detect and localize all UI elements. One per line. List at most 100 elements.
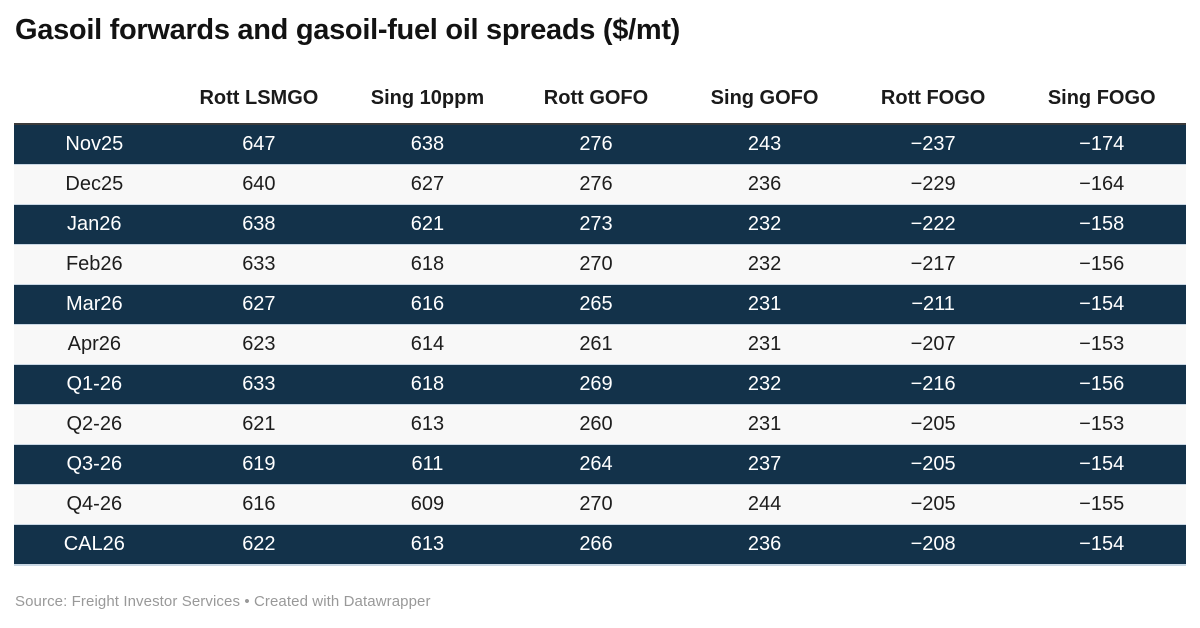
table-cell: −205 [910, 453, 956, 475]
table-cell: 270 [579, 493, 613, 515]
table-row: Q3-26 619 611 264 237 −205 −154 [14, 444, 1186, 485]
header-row: Rott LSMGO Sing 10ppm Rott GOFO Sing GOFO Ro… [14, 48, 1186, 124]
table-cell: 264 [579, 453, 613, 475]
table-cell: 269 [579, 373, 613, 395]
table-cell: −205 [910, 413, 956, 435]
table-cell: −211 [911, 293, 955, 315]
row-label: Q3-26 [66, 453, 123, 475]
table-cell: 640 [242, 173, 276, 195]
table-header: Rott LSMGO Sing 10ppm Rott GOFO Sing GOFO Ro… [14, 48, 1186, 124]
table-cell: 276 [579, 173, 613, 195]
table-cell: 231 [747, 413, 782, 435]
table-cell: 613 [410, 533, 445, 555]
table-cell: 231 [747, 333, 782, 355]
row-label: Apr26 [67, 333, 121, 355]
table-cell: −154 [1079, 453, 1125, 475]
table-cell: −164 [1079, 173, 1125, 195]
table-cell: 616 [242, 493, 276, 515]
table-row: Jan26 638 621 273 232 −222 −158 [14, 204, 1186, 245]
table-cell: −208 [910, 533, 956, 555]
table-cell: 261 [579, 333, 613, 355]
table-cell: −154 [1079, 533, 1125, 555]
table-cell: 232 [747, 373, 782, 395]
row-label: Jan26 [67, 213, 122, 235]
table-cell: 618 [410, 253, 445, 275]
table-cell: 265 [579, 293, 613, 315]
table-cell: −216 [910, 373, 956, 395]
row-label: Q1-26 [66, 373, 123, 395]
table-cell: 270 [579, 253, 613, 275]
table-cell: 266 [579, 533, 613, 555]
table-cell: −155 [1079, 493, 1125, 515]
table-cell: 616 [410, 293, 445, 315]
column-header: Rott FOGO [880, 87, 986, 109]
table-cell: 232 [747, 253, 782, 275]
forwards-table: Rott LSMGO Sing 10ppm Rott GOFO Sing GOFO Ro… [14, 48, 1186, 566]
column-header: Sing FOGO [1047, 87, 1156, 109]
table-cell: 622 [242, 533, 276, 555]
table-cell: 613 [410, 413, 445, 435]
row-label: Q4-26 [66, 493, 123, 515]
table-row: Mar26 627 616 265 231 −211 −154 [14, 284, 1186, 325]
table-cell: −153 [1079, 333, 1125, 355]
table-cell: −153 [1079, 413, 1125, 435]
table-cell: −207 [910, 333, 956, 355]
table-cell: −156 [1079, 253, 1125, 275]
row-label: Nov25 [65, 133, 124, 155]
table-cell: 260 [579, 413, 613, 435]
table-cell: 273 [579, 213, 613, 235]
table-cell: −237 [910, 133, 956, 155]
table-row: Dec25 640 627 276 236 −229 −164 [14, 164, 1186, 205]
table-cell: 627 [410, 173, 445, 195]
row-label: CAL26 [63, 533, 125, 555]
row-label: Mar26 [65, 293, 123, 315]
source-attribution: Source: Freight Investor Services • Crea… [15, 593, 431, 610]
table-cell: 621 [242, 413, 276, 435]
table-row: CAL26 622 613 266 236 −208 −154 [14, 524, 1186, 565]
table-cell: 237 [747, 453, 782, 475]
column-header: Sing 10ppm [370, 87, 485, 109]
table-cell: 647 [242, 133, 276, 155]
table-cell: 231 [747, 293, 782, 315]
table-row: Apr26 623 614 261 231 −207 −153 [14, 324, 1186, 365]
table-cell: 611 [411, 453, 444, 475]
table-cell: 638 [410, 133, 445, 155]
table-row: Q2-26 621 613 260 231 −205 −153 [14, 404, 1186, 445]
table-cell: 609 [410, 493, 445, 515]
table-cell: −156 [1079, 373, 1125, 395]
table-cell: 244 [747, 493, 782, 515]
table-cell: −229 [910, 173, 956, 195]
table-cell: −174 [1079, 133, 1125, 155]
table-body: Nov25 647 638 276 243 −237 −174 Dec25 640 627 276 2… [14, 124, 1186, 565]
table-cell: −217 [910, 253, 956, 275]
column-header: Rott LSMGO [199, 87, 319, 109]
table-row: Feb26 633 618 270 232 −217 −156 [14, 244, 1186, 285]
table-cell: 633 [242, 253, 276, 275]
table-cell: −154 [1079, 293, 1125, 315]
table-row: Q1-26 633 618 269 232 −216 −156 [14, 364, 1186, 405]
table-cell: 633 [242, 373, 276, 395]
table-cell: 243 [747, 133, 782, 155]
table-cell: 236 [747, 533, 782, 555]
table-cell: −205 [910, 493, 956, 515]
row-label: Dec25 [65, 173, 124, 195]
table-cell: 618 [410, 373, 445, 395]
column-header: Sing GOFO [710, 87, 819, 109]
table-cell: −158 [1079, 213, 1125, 235]
table-cell: 638 [242, 213, 276, 235]
table-cell: 232 [747, 213, 782, 235]
table-cell: 621 [410, 213, 445, 235]
column-header: Rott GOFO [543, 87, 649, 109]
table-cell: 614 [410, 333, 445, 355]
row-label: Q2-26 [66, 413, 123, 435]
column-header-row-label [14, 48, 175, 124]
table-row: Nov25 647 638 276 243 −237 −174 [14, 124, 1186, 165]
table-cell: −222 [910, 213, 956, 235]
table-row: Q4-26 616 609 270 244 −205 −155 [14, 484, 1186, 525]
table-cell: 627 [242, 293, 276, 315]
table-cell: 236 [747, 173, 782, 195]
table-cell: 623 [242, 333, 276, 355]
chart-title: Gasoil forwards and gasoil-fuel oil spre… [15, 14, 681, 46]
table-cell: 276 [579, 133, 613, 155]
